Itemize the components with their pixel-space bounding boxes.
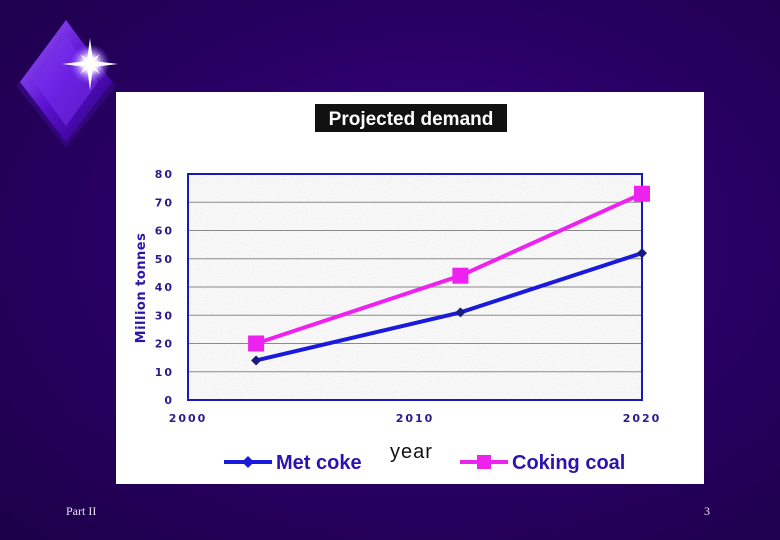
point-coking-coal-2003 [248,335,265,352]
footer-section-label: Part II [66,504,97,518]
legend-label-coking-coal: Coking coal [512,452,625,474]
y-tick-30: 30 [155,309,174,322]
plot-border [187,173,643,401]
y-tick-50: 50 [155,253,174,266]
legend-marker-met-coke [242,456,254,468]
diamond-star-logo [16,20,118,148]
y-tick-70: 70 [155,196,174,209]
y-tick-80: 80 [155,168,174,181]
y-tick-40: 40 [155,281,174,294]
series-layer [248,185,650,366]
x-tick-2020: 2020 [623,412,662,425]
x-tick-2010: 2010 [396,412,435,425]
y-tick-0: 0 [164,394,174,407]
chart-title-box [315,104,507,132]
point-met-coke-2012 [455,307,466,318]
page-number: 3 [704,504,710,518]
y-tick-labels: 0 10 20 30 40 50 60 70 80 [155,168,174,407]
y-tick-60: 60 [155,225,174,238]
point-met-coke-2003 [251,355,262,366]
legend: Met coke year Coking coal [224,441,625,474]
point-met-coke-2020 [637,248,647,259]
y-tick-20: 20 [155,338,174,351]
point-coking-coal-2012 [452,267,469,284]
x-axis-label: year [390,441,433,463]
legend-marker-coking-coal [477,455,491,469]
point-coking-coal-2020 [634,185,650,202]
chart-title: Projected demand [329,109,494,130]
y-axis-label: Million tonnes [134,233,149,344]
x-tick-labels: 2000 2010 2020 [169,412,662,425]
y-tick-10: 10 [155,366,174,379]
legend-label-met-coke: Met coke [276,452,362,474]
x-tick-2000: 2000 [169,412,208,425]
chart-panel: Projected demand 0 10 20 30 40 50 60 70 80 2000 2… [116,92,704,484]
